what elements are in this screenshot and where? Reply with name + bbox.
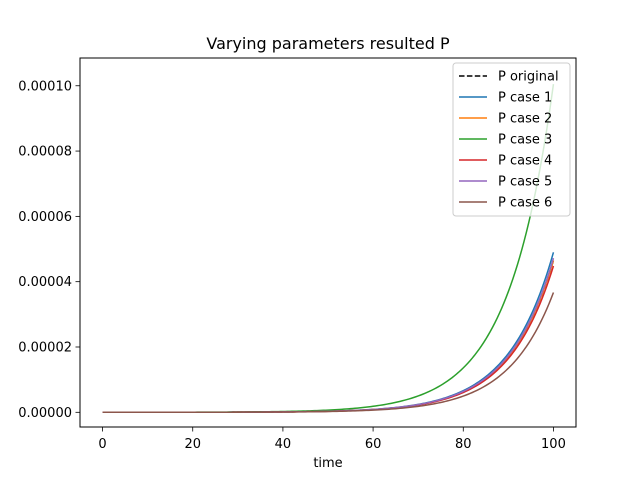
- x-tick-label: 100: [541, 437, 566, 452]
- legend-label-6: P case 6: [498, 196, 552, 211]
- y-tick-label: 0.00008: [18, 145, 72, 160]
- legend: P original P case 1 P case 2 P case 3 P case…: [452, 62, 571, 217]
- y-tick-label: 0.00004: [18, 275, 72, 290]
- x-tick-label: 60: [365, 437, 382, 452]
- y-axis: 0.00000 0.00002 0.00004 0.00006 0.00008 0.000…: [18, 79, 80, 421]
- legend-label-3: P case 3: [498, 133, 552, 148]
- y-tick-label: 0.00002: [18, 340, 72, 355]
- legend-box: [452, 62, 571, 217]
- x-tick-label: 0: [98, 437, 106, 452]
- x-axis-label: time: [313, 456, 342, 471]
- chart-title: Varying parameters resulted P: [206, 34, 450, 53]
- legend-label-5: P case 5: [498, 175, 552, 190]
- y-tick-label: 0.00010: [18, 79, 72, 94]
- series-line-6: [102, 292, 555, 414]
- axes-frame: [79, 57, 577, 428]
- legend-label-2: P case 2: [498, 112, 552, 127]
- x-tick-label: 40: [275, 437, 292, 452]
- y-tick-label: 0.00006: [18, 210, 72, 225]
- legend-label-4: P case 4: [498, 154, 552, 169]
- x-tick-label: 80: [455, 437, 472, 452]
- legend-label-0: P original: [498, 70, 559, 85]
- x-tick-label: 20: [184, 437, 201, 452]
- y-tick-label: 0.00000: [18, 406, 72, 421]
- legend-label-1: P case 1: [498, 91, 552, 106]
- series-layer: [102, 84, 555, 414]
- x-axis: 0 20 40 60 80 100: [98, 427, 566, 452]
